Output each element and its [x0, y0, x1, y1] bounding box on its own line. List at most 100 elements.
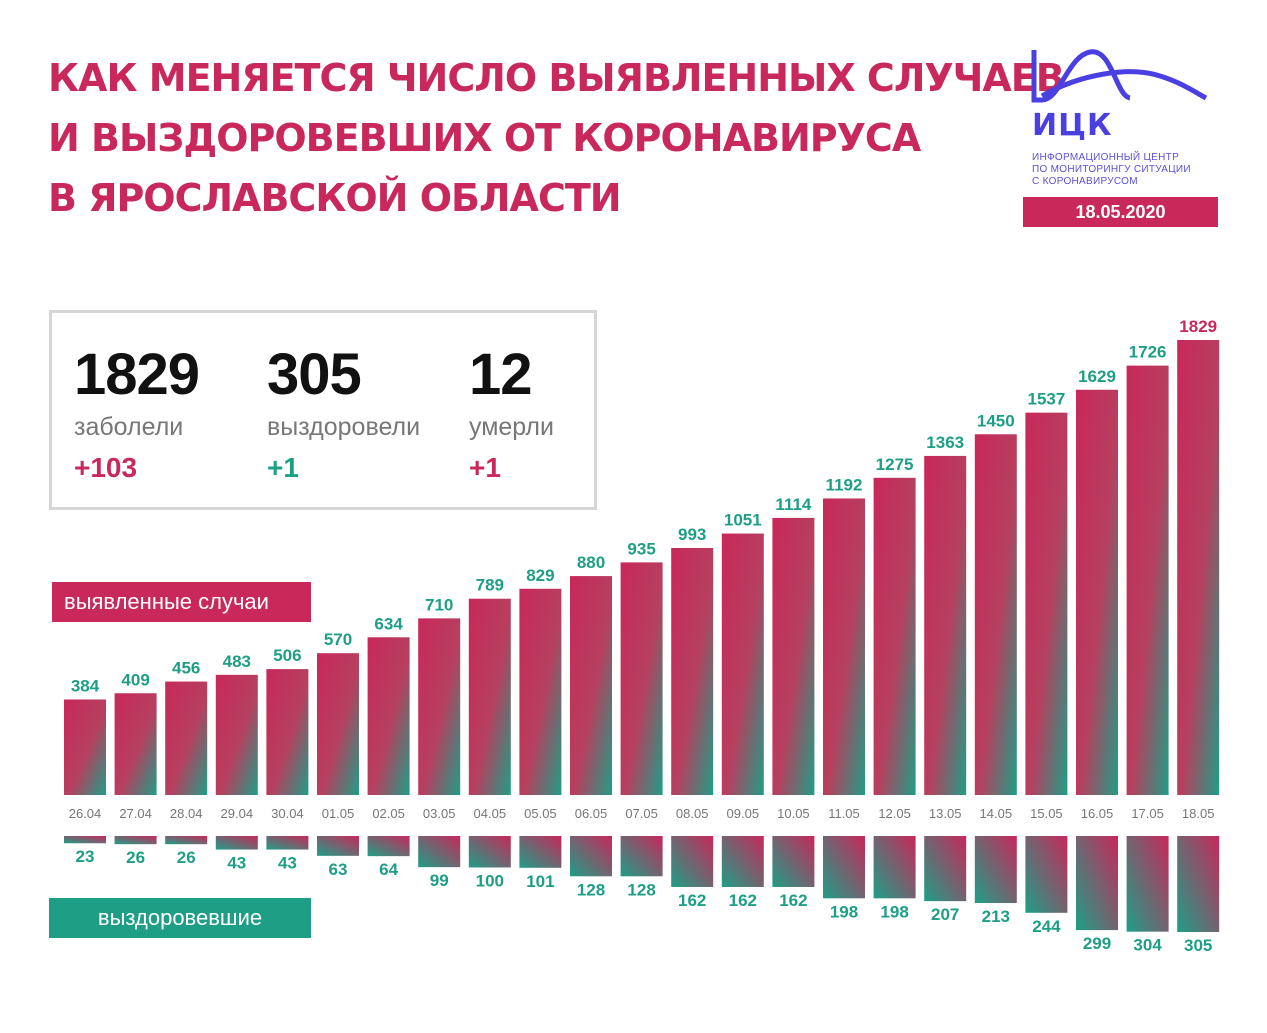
date-tick-label: 09.05 [727, 806, 760, 821]
cases-bar [215, 674, 258, 795]
cases-bar [823, 498, 865, 795]
legend-cases: выявленные случаи [52, 582, 311, 622]
cases-bar [64, 699, 106, 795]
date-tick-label: 11.05 [828, 806, 860, 821]
recovered-value-label: 207 [931, 905, 959, 924]
cases-value-label: 829 [526, 566, 554, 585]
cases-value-label: 1051 [724, 511, 762, 530]
date-tick-label: 29.04 [221, 806, 254, 821]
recovered-bar [519, 836, 562, 868]
stat-cases: 1829 заболели +103 [74, 343, 200, 484]
date-tick-label: 03.05 [423, 806, 456, 821]
cases-bars: 384 409 456 483 506 570 634 710 789 829 880 935 993 1… [64, 317, 1220, 795]
cases-value-label: 634 [374, 614, 403, 633]
stat-recovered: 305 выздоровели +1 [267, 343, 420, 484]
recovered-bar [1126, 836, 1169, 932]
date-badge: 18.05.2020 [1023, 197, 1218, 227]
recovered-bar [266, 836, 309, 850]
recovered-bar [823, 836, 865, 899]
recovered-value-label: 101 [526, 872, 554, 891]
cases-value-label: 993 [678, 525, 706, 544]
cases-bar [1126, 365, 1169, 795]
wave-logo-icon [1031, 49, 1208, 103]
cases-bar [671, 547, 714, 795]
cases-bar [114, 693, 157, 795]
cases-value-label: 1275 [876, 455, 914, 474]
recovered-value-label: 128 [577, 880, 605, 899]
recovered-value-label: 162 [678, 891, 706, 910]
cases-delta: +103 [74, 452, 138, 483]
logo-subtitle-line: ПО МОНИТОРИНГУ СИТУАЦИИ [1032, 164, 1191, 175]
cases-bar [266, 669, 309, 795]
logo-subtitle-line: ИНФОРМАЦИОННЫЙ ЦЕНТР [1032, 152, 1180, 163]
recovered-bar [1025, 836, 1068, 913]
recovered-bar [367, 836, 410, 857]
cases-bar [974, 434, 1017, 795]
cases-bar [1177, 340, 1220, 795]
cases-bar [317, 653, 359, 795]
cases-bar [519, 588, 562, 795]
date-tick-label: 05.05 [524, 806, 557, 821]
cases-bar [165, 681, 208, 795]
date-tick-label: 26.04 [69, 806, 102, 821]
cases-value-label: 1629 [1078, 367, 1116, 386]
date-tick-label: 01.05 [322, 806, 355, 821]
cases-bar [570, 576, 612, 795]
logo-subtitle-line: С КОРОНАВИРУСОМ [1032, 176, 1138, 187]
recovered-value-label: 162 [729, 891, 757, 910]
cases-bar [468, 598, 511, 795]
recovered-value-label: 304 [1133, 936, 1162, 955]
cases-value-label: 1450 [977, 411, 1015, 430]
recovered-value-label: 244 [1032, 917, 1061, 936]
recovered-value-label: 128 [627, 880, 655, 899]
cases-value-label: 935 [627, 539, 655, 558]
cases-bar [620, 562, 663, 795]
legend-recovered: выздоровевшие [49, 898, 311, 938]
recovered-bar [64, 836, 106, 844]
recovered-value-label: 23 [76, 847, 95, 866]
recovered-bar [721, 836, 764, 887]
recovered-value-label: 305 [1184, 936, 1212, 955]
date-tick-label: 28.04 [170, 806, 203, 821]
page-title: КАК МЕНЯЕТСЯ ЧИСЛО ВЫЯВЛЕННЫХ СЛУЧАЕВ И … [48, 48, 1065, 228]
cases-bar [418, 618, 461, 795]
recovered-value-label: 198 [830, 902, 858, 921]
cases-value-label: 1192 [826, 475, 863, 494]
cases-value-label: 880 [577, 553, 605, 572]
date-tick-label: 13.05 [929, 806, 962, 821]
recovered-value-label: 100 [476, 871, 504, 890]
cases-bar [772, 517, 815, 795]
summary-box: 1829 заболели +103 305 выздоровели +1 12… [49, 310, 597, 510]
cases-value-label: 1114 [775, 495, 811, 514]
recovered-bar [1076, 836, 1118, 931]
recovered-value-label: 26 [177, 848, 196, 867]
recovered-bar [165, 836, 208, 845]
recovered-bar [215, 836, 258, 850]
cases-value-label: 1363 [926, 433, 964, 452]
date-tick-label: 27.04 [119, 806, 152, 821]
recovered-value-label: 299 [1083, 934, 1111, 953]
cases-bar [924, 455, 967, 795]
title-line-1: КАК МЕНЯЕТСЯ ЧИСЛО ВЫЯВЛЕННЫХ СЛУЧАЕВ [48, 56, 1065, 100]
recovered-value-label: 43 [227, 854, 246, 873]
cases-value-label: 1726 [1129, 343, 1167, 362]
recovered-value-label: 26 [126, 848, 145, 867]
recovered-label: выздоровели [267, 413, 421, 441]
cases-value-label: 710 [425, 595, 453, 614]
deaths-total: 12 [469, 342, 533, 407]
cases-value-label: 570 [324, 630, 352, 649]
recovered-value-label: 64 [379, 860, 398, 879]
date-tick-label: 17.05 [1131, 806, 1164, 821]
recovered-value-label: 198 [880, 902, 908, 921]
date-tick-label: 10.05 [777, 806, 810, 821]
cases-bar [1076, 389, 1118, 795]
recovered-value-label: 63 [329, 860, 348, 879]
recovered-value-label: 43 [278, 854, 297, 873]
date-tick-label: 18.05 [1182, 806, 1215, 821]
recovered-value-label: 213 [982, 907, 1010, 926]
title-line-3: В ЯРОСЛАВСКОЙ ОБЛАСТИ [48, 176, 622, 220]
cases-value-label: 1537 [1027, 390, 1065, 409]
date-tick-label: 08.05 [676, 806, 709, 821]
recovered-value-label: 162 [779, 891, 807, 910]
